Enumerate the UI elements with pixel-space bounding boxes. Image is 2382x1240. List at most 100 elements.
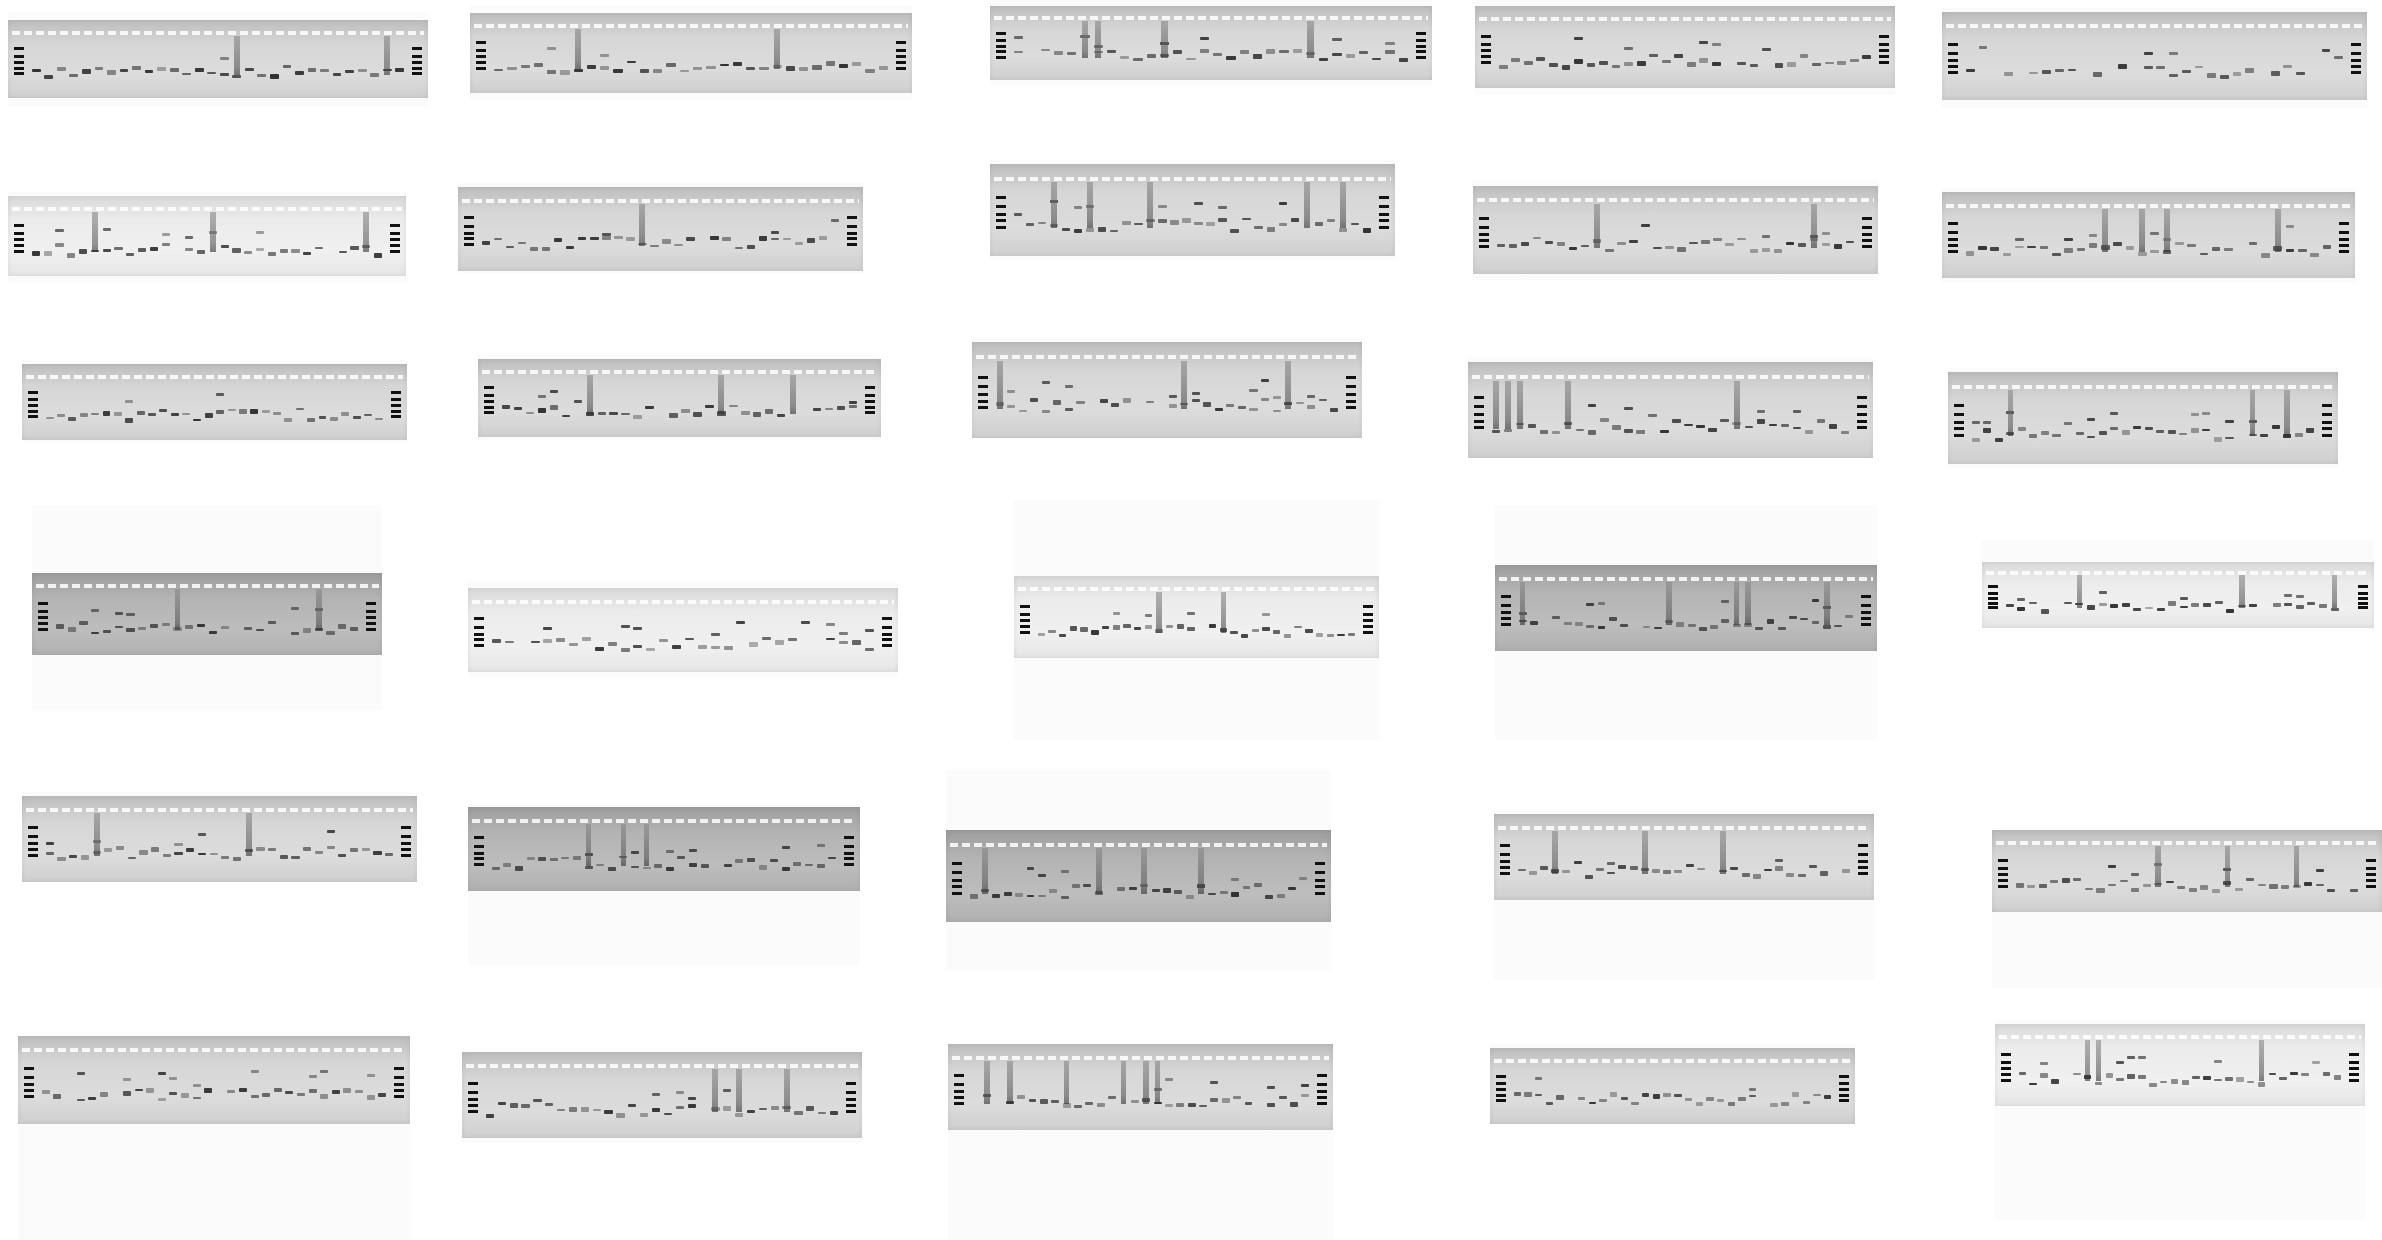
dna-band: [2301, 1072, 2309, 1076]
ladder-band: [14, 232, 24, 235]
dna-band: [137, 247, 147, 252]
ladder-band: [2001, 1060, 2011, 1064]
ladder-band: [24, 1094, 34, 1098]
ladder-band: [1315, 862, 1325, 866]
gel-lane: [1732, 362, 1741, 458]
dna-band: [122, 1077, 132, 1081]
dna-band: [592, 1109, 601, 1112]
gel-lane: [1233, 1044, 1242, 1130]
dna-band: [232, 248, 241, 253]
gel-lane: [115, 796, 125, 882]
dna-band: [244, 251, 253, 254]
ladder-band: [1479, 238, 1489, 242]
dna-band: [497, 1102, 506, 1106]
ladder-band: [2322, 413, 2332, 417]
dna-band: [777, 413, 786, 417]
gel-slab: [1948, 372, 2338, 464]
dna-band: [2127, 1074, 2135, 1079]
gel-lane: [554, 187, 563, 271]
dna-band: [1609, 1092, 1618, 1098]
dna-band: [1781, 1102, 1789, 1106]
ladder-band: [28, 847, 38, 851]
gel-lane: [2283, 372, 2292, 464]
gel-lane: [839, 588, 849, 672]
gel-lane: [569, 588, 579, 672]
gel-lane: [1756, 362, 1765, 458]
ladder-band: [1416, 50, 1426, 54]
dna-band: [2015, 237, 2024, 241]
gel-lane: [684, 588, 694, 672]
gel-lane: [331, 1036, 340, 1124]
gel-lane: [1362, 164, 1372, 256]
dna-band: [493, 237, 503, 241]
gel-lane: [1777, 565, 1786, 651]
dna-band: [1599, 60, 1608, 65]
ladder-band: [2001, 1067, 2011, 1071]
dna-band: [607, 641, 617, 646]
well-row: [482, 369, 877, 374]
dna-band: [630, 865, 640, 868]
dna-band: [654, 863, 663, 868]
ladder-band: [14, 72, 24, 76]
ladder-band: [1501, 595, 1511, 599]
dna-band: [2110, 426, 2119, 430]
ladder-band: [14, 249, 24, 253]
dna-band: [1226, 55, 1236, 60]
gel-lane: [1133, 6, 1143, 80]
dna-band: [331, 1089, 340, 1094]
gel-lane: [395, 20, 405, 98]
gel-lane: [55, 573, 64, 655]
gel-lane: [687, 1052, 696, 1138]
ladder-band: [1501, 616, 1511, 620]
ladder-band: [1879, 42, 1889, 46]
gel-lane: [794, 1052, 803, 1138]
gel-lane: [1117, 830, 1126, 922]
gel-lane: [1588, 362, 1597, 458]
dna-band: [2279, 1077, 2288, 1081]
gel-lane: [789, 359, 797, 437]
dna-band: [573, 399, 582, 403]
well-row: [1472, 375, 1869, 380]
gel-lane: [804, 807, 814, 891]
gel-lane: [679, 13, 689, 93]
ladder-band: [896, 55, 906, 59]
dna-band: [2257, 883, 2266, 887]
dna-smear: [1339, 182, 1346, 229]
gel-lane: [829, 1052, 839, 1138]
dna-band: [816, 864, 825, 868]
dna-band: [1821, 231, 1831, 235]
dna-band: [1305, 629, 1313, 633]
dna-band: [157, 66, 166, 71]
dna-band: [1569, 246, 1578, 251]
gel-lane: [1307, 342, 1316, 438]
gel-lane: [1708, 814, 1716, 900]
dna-band: [91, 412, 100, 416]
ladder-band: [1416, 39, 1426, 43]
gel-lane: [302, 573, 312, 655]
dna-band: [1660, 430, 1669, 434]
dna-band: [338, 250, 347, 254]
ladder-band: [412, 61, 422, 65]
dna-band: [1186, 57, 1196, 61]
gel-lane: [169, 20, 179, 98]
dna-band: [102, 629, 112, 634]
gel-lane: [1737, 186, 1746, 274]
gel-lane: [1831, 814, 1839, 900]
dna-band: [825, 61, 835, 67]
ladder-band: [1988, 601, 1998, 605]
dna-band: [491, 867, 500, 870]
gel-lane: [2075, 562, 2084, 628]
dna-band: [672, 644, 682, 650]
gel-lane: [2005, 562, 2014, 628]
dna-band: [2211, 888, 2220, 893]
gel-lane: [2098, 372, 2107, 464]
gel-lane: [1199, 1044, 1207, 1130]
well-row: [1493, 1058, 1852, 1063]
ladder-band: [1839, 1098, 1849, 1102]
dna-band: [1251, 628, 1260, 632]
dna-band: [2064, 237, 2073, 241]
dna-band: [227, 1089, 236, 1093]
dna-band: [1112, 625, 1120, 631]
dna-band: [616, 1113, 625, 1118]
gel-lane: [1812, 6, 1821, 88]
